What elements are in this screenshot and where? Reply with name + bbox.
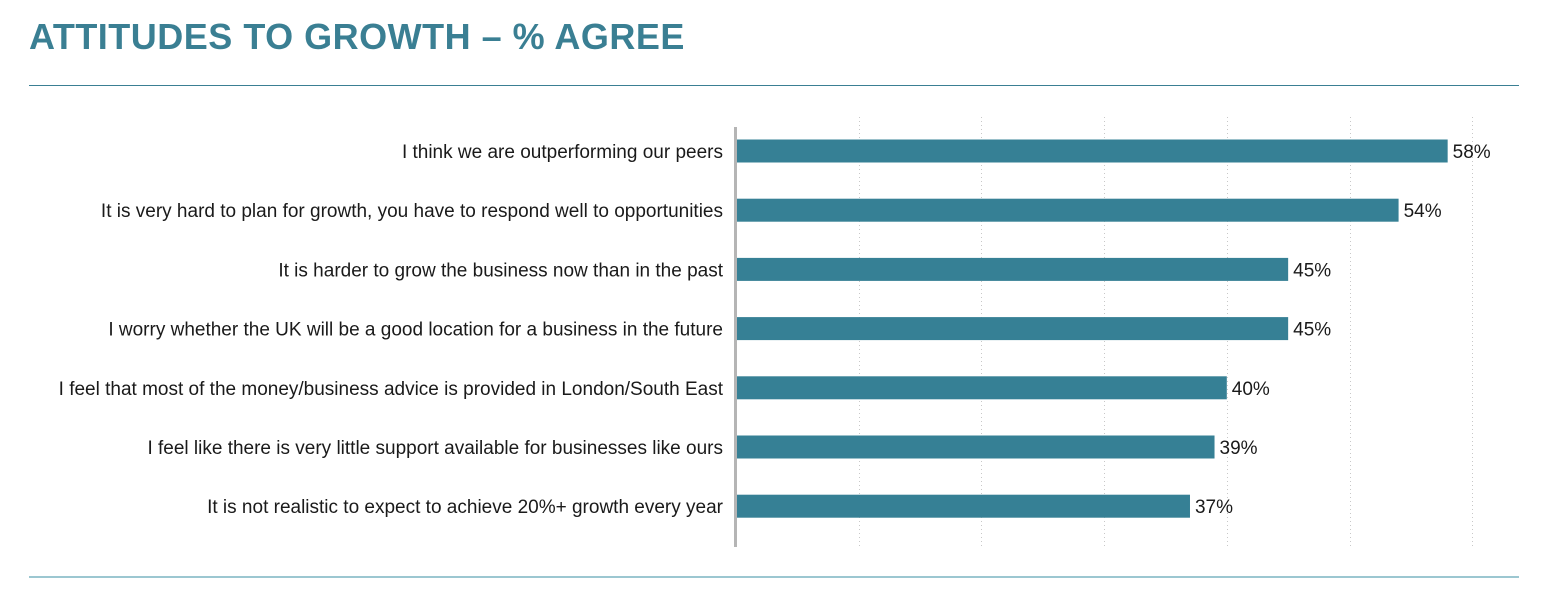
value-label: 54% bbox=[1404, 201, 1442, 222]
bar bbox=[736, 435, 1215, 459]
value-label: 45% bbox=[1293, 260, 1331, 281]
bar bbox=[736, 198, 1399, 222]
title-divider bbox=[29, 85, 1519, 86]
page-title: ATTITUDES TO GROWTH – % AGREE bbox=[29, 16, 685, 57]
category-label: I feel like there is very little support… bbox=[147, 438, 723, 459]
bar bbox=[736, 494, 1190, 518]
value-label: 37% bbox=[1195, 497, 1233, 518]
bar bbox=[736, 139, 1448, 163]
category-label: It is not realistic to expect to achieve… bbox=[207, 497, 724, 518]
category-label: It is very hard to plan for growth, you … bbox=[101, 201, 723, 222]
value-label: 40% bbox=[1232, 379, 1270, 400]
value-label: 39% bbox=[1220, 438, 1258, 459]
bar bbox=[736, 376, 1227, 400]
footer-divider bbox=[29, 576, 1519, 578]
bar bbox=[736, 257, 1289, 281]
category-label: I worry whether the UK will be a good lo… bbox=[108, 320, 723, 341]
category-label: It is harder to grow the business now th… bbox=[278, 260, 723, 281]
category-label: I feel that most of the money/business a… bbox=[59, 379, 724, 400]
value-label: 58% bbox=[1453, 142, 1491, 163]
category-label: I think we are outperforming our peers bbox=[402, 142, 723, 163]
bar bbox=[736, 317, 1289, 341]
value-label: 45% bbox=[1293, 320, 1331, 341]
